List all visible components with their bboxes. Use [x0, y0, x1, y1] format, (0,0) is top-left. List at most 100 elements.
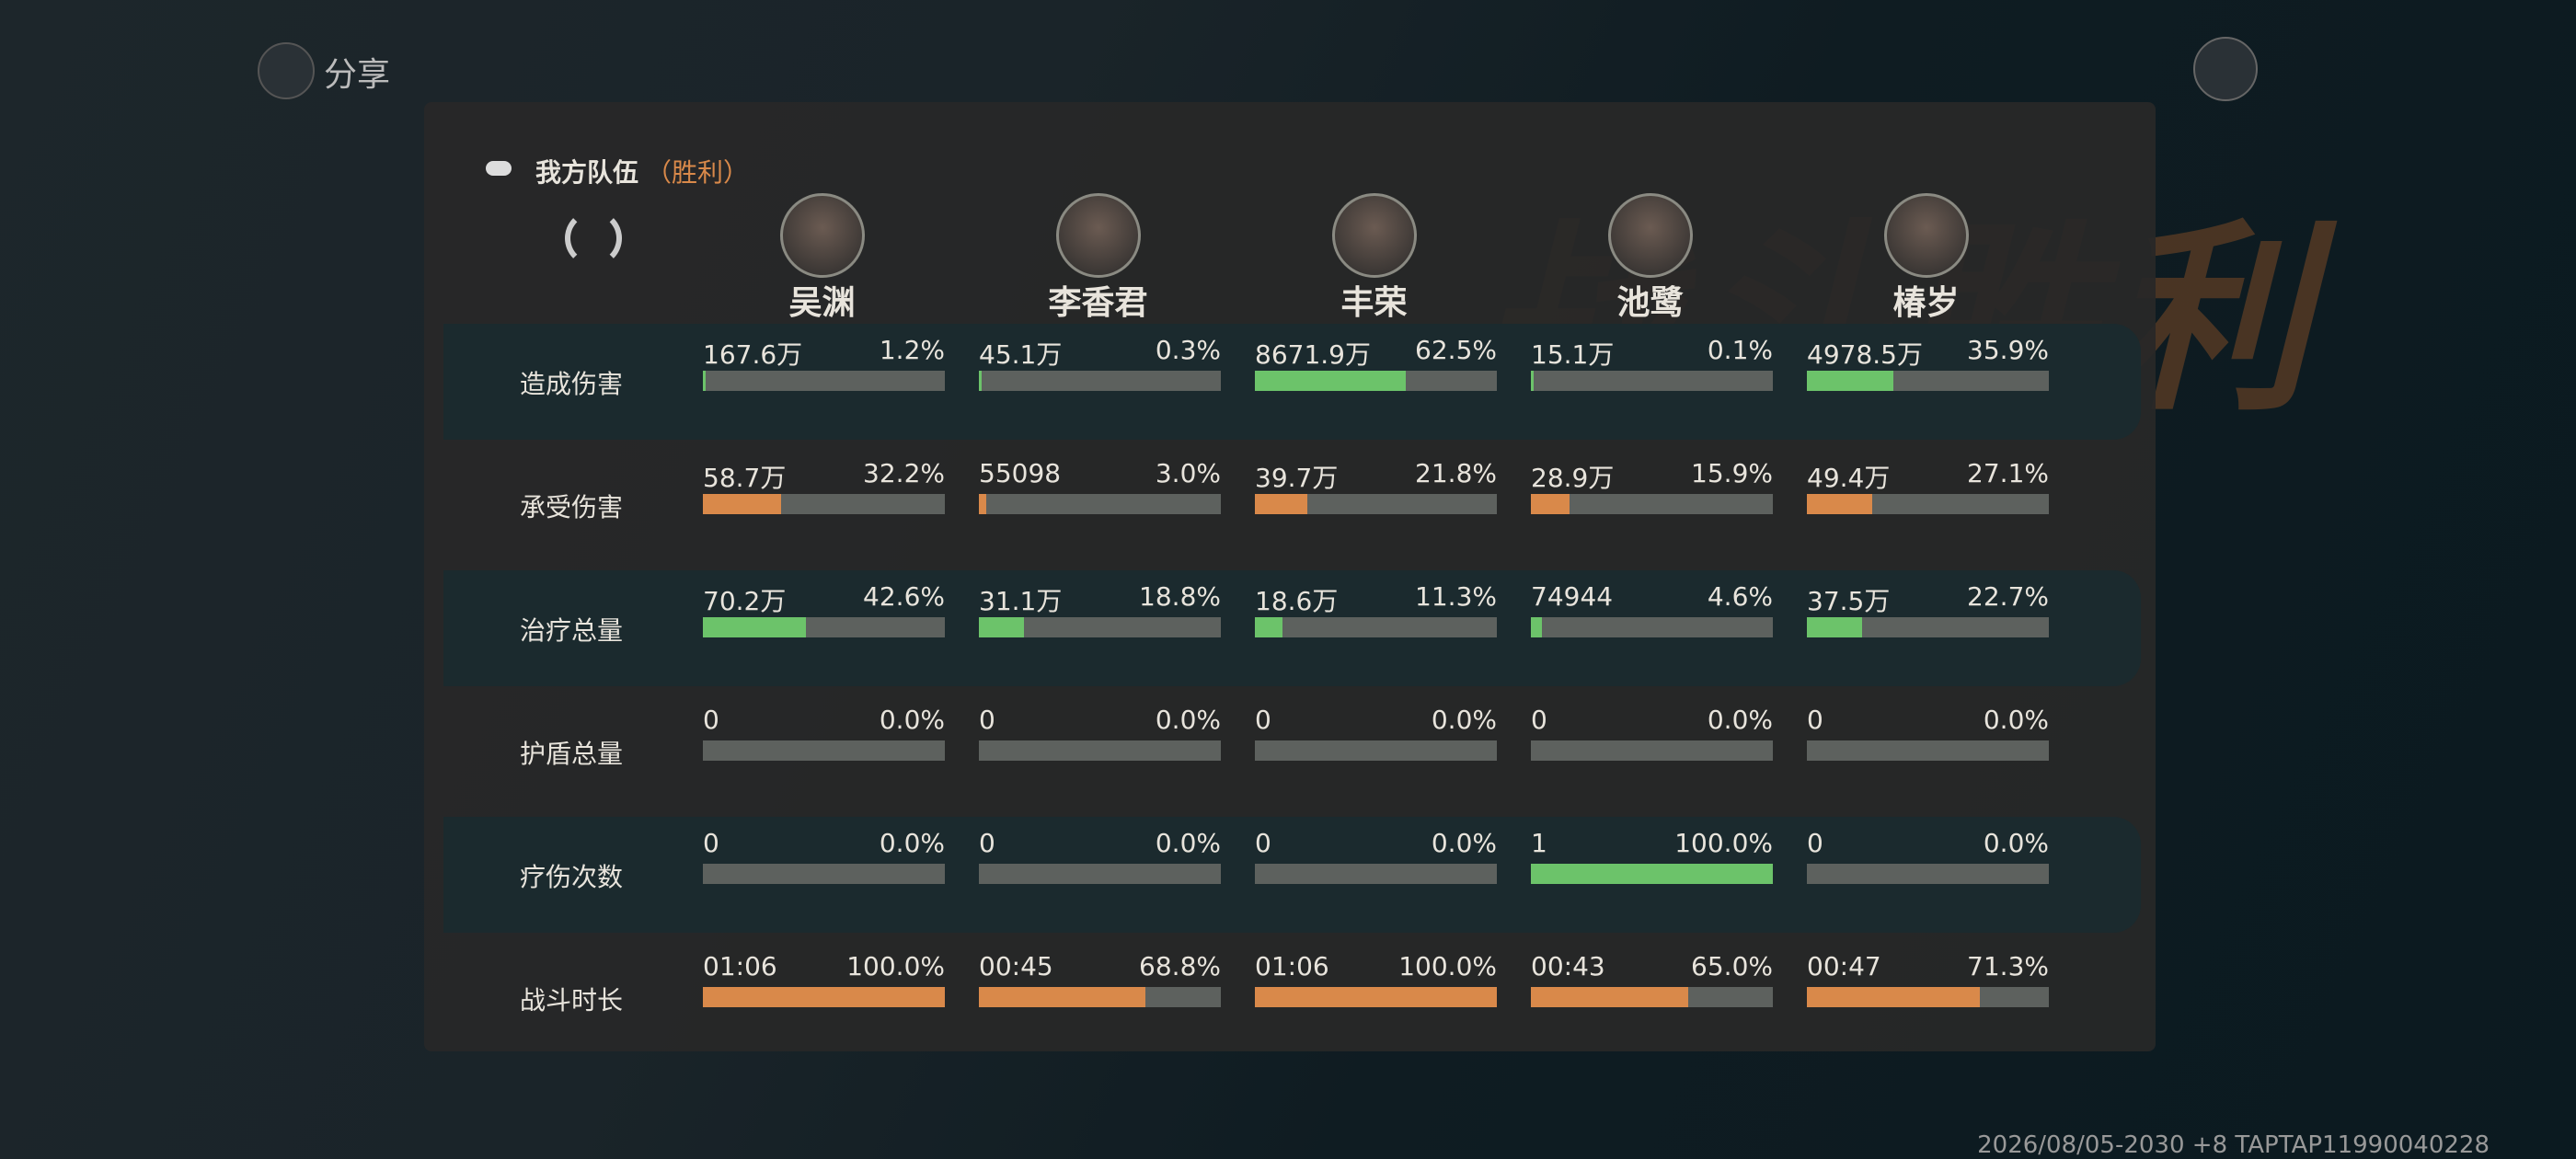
- cell-value: 49.4万: [1807, 463, 1891, 493]
- row-label: 承受伤害: [519, 492, 623, 522]
- hero-name: 吴渊: [788, 284, 856, 322]
- bar-fill: [703, 617, 807, 637]
- bar-fill: [979, 371, 982, 391]
- cell-value: 4978.5万: [1807, 339, 1923, 370]
- bar-track: [1255, 617, 1497, 637]
- bar-track: [1807, 987, 2049, 1007]
- refresh-button[interactable]: [565, 210, 622, 267]
- cell-share: 0.0%: [1983, 828, 2049, 858]
- hero-avatar: [1331, 193, 1417, 278]
- cell-share: 0.0%: [879, 828, 945, 858]
- bar-track: [1255, 987, 1497, 1007]
- bar-track: [979, 987, 1221, 1007]
- cell-value: 45.1万: [979, 339, 1063, 370]
- share-icon[interactable]: [258, 42, 315, 99]
- cell-share: 100.0%: [1398, 951, 1497, 981]
- cell-value: 0: [1531, 705, 1547, 735]
- cell-value: 18.6万: [1255, 586, 1339, 616]
- bar-track: [1531, 987, 1773, 1007]
- share-label[interactable]: 分享: [324, 56, 391, 94]
- cell-value: 00:43: [1531, 951, 1605, 981]
- cell-value: 0: [703, 705, 719, 735]
- team-result: （胜利）: [646, 157, 750, 188]
- stats-button[interactable]: [2193, 37, 2258, 101]
- bar-fill: [979, 617, 1025, 637]
- cell-value: 0: [979, 705, 995, 735]
- cell-value: 31.1万: [979, 586, 1063, 616]
- cell-share: 0.0%: [1155, 828, 1221, 858]
- bar-track: [1531, 494, 1773, 514]
- cell-value: 0: [1807, 705, 1823, 735]
- bar-track: [703, 617, 945, 637]
- bar-track: [703, 494, 945, 514]
- bar-fill: [1531, 494, 1570, 514]
- cell-value: 74944: [1531, 581, 1614, 612]
- bar-fill: [979, 987, 1145, 1007]
- bar-fill: [1531, 864, 1773, 884]
- bar-track: [703, 987, 945, 1007]
- hero-name: 椿岁: [1892, 284, 1960, 322]
- hero-name: 池鹭: [1616, 284, 1684, 322]
- bar-track: [979, 617, 1221, 637]
- cell-share: 4.6%: [1707, 581, 1773, 612]
- bar-track: [1255, 371, 1497, 391]
- bar-fill: [1531, 371, 1534, 391]
- bar-fill: [1807, 617, 1862, 637]
- cell-value: 0: [979, 828, 995, 858]
- cell-share: 27.1%: [1967, 458, 2049, 488]
- cell-share: 68.8%: [1139, 951, 1221, 981]
- bar-fill: [1255, 617, 1282, 637]
- cell-value: 15.1万: [1531, 339, 1615, 370]
- cell-value: 28.9万: [1531, 463, 1615, 493]
- cell-share: 18.8%: [1139, 581, 1221, 612]
- row-label: 疗伤次数: [519, 862, 623, 892]
- bar-track: [1255, 740, 1497, 761]
- bar-fill: [703, 371, 707, 391]
- toggle[interactable]: [486, 161, 512, 176]
- hero-avatar: [1607, 193, 1693, 278]
- bar-track: [1531, 864, 1773, 884]
- bar-fill: [1531, 617, 1543, 637]
- row-label: 护盾总量: [519, 739, 623, 769]
- bar-track: [1807, 494, 2049, 514]
- bar-track: [979, 371, 1221, 391]
- cell-value: 01:06: [1255, 951, 1329, 981]
- cell-value: 00:47: [1807, 951, 1881, 981]
- bar-track: [703, 864, 945, 884]
- cell-value: 00:45: [979, 951, 1053, 981]
- cell-value: 58.7万: [703, 463, 787, 493]
- bar-fill: [1255, 987, 1497, 1007]
- bar-track: [1531, 617, 1773, 637]
- cell-value: 0: [1255, 828, 1271, 858]
- cell-value: 1: [1531, 828, 1547, 858]
- row-label: 治疗总量: [519, 615, 623, 646]
- bar-track: [1255, 494, 1497, 514]
- bar-track: [1531, 740, 1773, 761]
- bar-fill: [1255, 494, 1308, 514]
- cell-value: 37.5万: [1807, 586, 1891, 616]
- team-title: 我方队伍: [535, 157, 639, 188]
- cell-share: 62.5%: [1415, 335, 1497, 365]
- bar-track: [1807, 740, 2049, 761]
- bar-track: [979, 494, 1221, 514]
- cell-value: 70.2万: [703, 586, 787, 616]
- cell-share: 1.2%: [879, 335, 945, 365]
- bar-track: [979, 864, 1221, 884]
- cell-share: 21.8%: [1415, 458, 1497, 488]
- bar-fill: [979, 494, 986, 514]
- cell-value: 0: [1807, 828, 1823, 858]
- cell-share: 15.9%: [1691, 458, 1773, 488]
- cell-share: 71.3%: [1967, 951, 2049, 981]
- cell-value: 55098: [979, 458, 1062, 488]
- cell-share: 0.0%: [1707, 705, 1773, 735]
- cell-share: 35.9%: [1967, 335, 2049, 365]
- cell-value: 01:06: [703, 951, 777, 981]
- cell-share: 0.0%: [1155, 705, 1221, 735]
- bar-fill: [1807, 987, 1980, 1007]
- cell-share: 100.0%: [846, 951, 945, 981]
- bar-track: [703, 740, 945, 761]
- bar-fill: [1807, 494, 1873, 514]
- cell-value: 39.7万: [1255, 463, 1339, 493]
- hero-avatar: [779, 193, 865, 278]
